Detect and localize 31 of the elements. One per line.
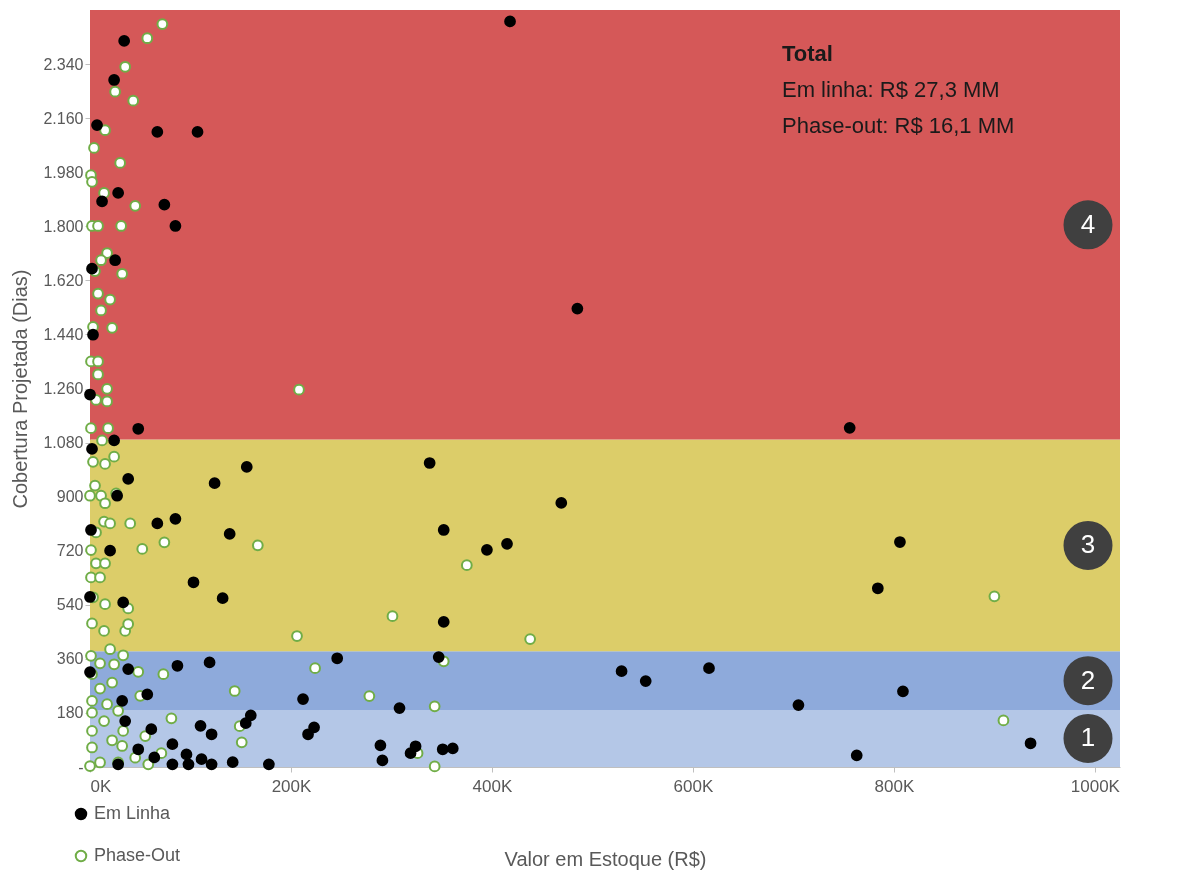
y-tick-label: 1.260 — [43, 380, 84, 397]
annotation: Em linha: R$ 27,3 MM — [782, 77, 1000, 102]
legend-label: Em Linha — [94, 803, 172, 823]
y-tick-label: 360 — [56, 650, 84, 668]
legend-label: Phase-Out — [94, 845, 181, 865]
y-tick-label: 1.980 — [43, 163, 84, 181]
x-tick-label: 400K — [472, 776, 513, 796]
y-tick-label: 1.440 — [43, 325, 84, 343]
band-label: 3 — [1080, 529, 1096, 560]
x-tick-label: 800K — [874, 776, 915, 796]
y-tick-label: 2.160 — [43, 109, 84, 127]
y-tick-label: 900 — [56, 488, 84, 506]
y-tick-label: 540 — [56, 596, 84, 614]
y-axis-title: Cobertura Projetada (Dias) — [9, 269, 32, 509]
y-tick-label: 1.800 — [43, 217, 84, 235]
y-tick-label: 2.340 — [43, 55, 84, 73]
band-label: 4 — [1080, 208, 1096, 239]
y-tick-label: 1.620 — [43, 271, 84, 289]
band-label: 1 — [1080, 722, 1096, 753]
y-tick-label: 720 — [56, 542, 84, 560]
x-tick-label: 0K — [90, 776, 112, 796]
y-tick-label: - — [78, 758, 84, 776]
x-tick-label: 1000K — [1070, 776, 1121, 796]
band-label: 2 — [1080, 664, 1096, 695]
x-tick-label: 600K — [673, 776, 714, 796]
y-tick-label: 180 — [56, 704, 84, 722]
y-tick-label: 1.080 — [43, 434, 84, 452]
annotation: Total — [782, 41, 833, 66]
x-axis-title: Valor em Estoque (R$) — [504, 847, 707, 870]
annotation: Phase-out: R$ 16,1 MM — [782, 113, 1015, 138]
x-tick-label: 200K — [271, 776, 312, 796]
